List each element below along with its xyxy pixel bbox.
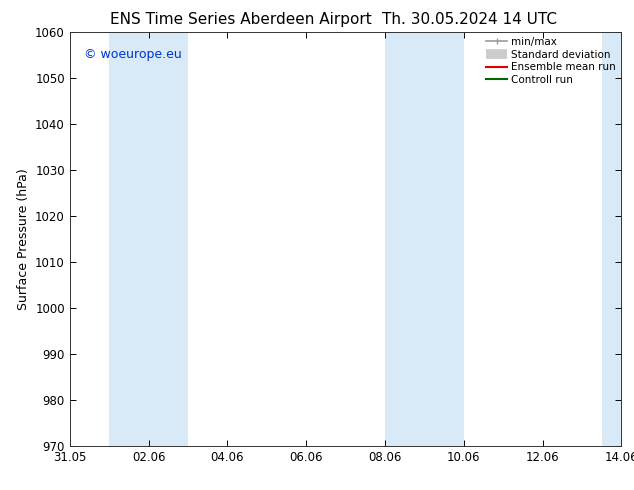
- Bar: [109, 32, 188, 446]
- Bar: [602, 32, 621, 446]
- Y-axis label: Surface Pressure (hPa): Surface Pressure (hPa): [16, 168, 30, 310]
- Text: © woeurope.eu: © woeurope.eu: [84, 49, 181, 61]
- Legend: min/max, Standard deviation, Ensemble mean run, Controll run: min/max, Standard deviation, Ensemble me…: [483, 34, 619, 88]
- Text: ENS Time Series Aberdeen Airport: ENS Time Series Aberdeen Airport: [110, 12, 372, 27]
- Bar: [385, 32, 463, 446]
- Text: Th. 30.05.2024 14 UTC: Th. 30.05.2024 14 UTC: [382, 12, 557, 27]
